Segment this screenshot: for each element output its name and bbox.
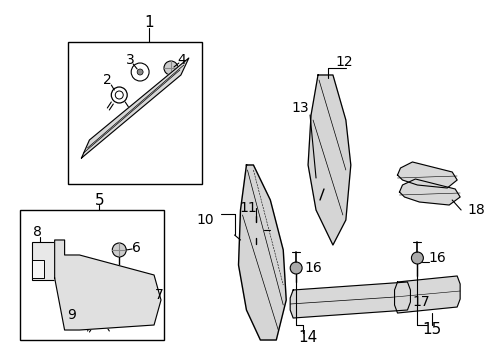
Polygon shape (289, 282, 409, 318)
Circle shape (115, 91, 123, 99)
Circle shape (140, 301, 154, 315)
Text: 1: 1 (144, 14, 154, 30)
Text: 12: 12 (334, 55, 352, 69)
Circle shape (248, 222, 264, 238)
Polygon shape (397, 162, 456, 188)
Circle shape (137, 69, 143, 75)
Text: 15: 15 (422, 323, 441, 338)
Text: 9: 9 (67, 308, 76, 322)
Circle shape (91, 310, 107, 326)
Circle shape (289, 262, 302, 274)
Bar (67, 42, 202, 184)
Bar (32, 242, 60, 280)
Text: 14: 14 (298, 330, 317, 346)
Polygon shape (81, 58, 188, 158)
Polygon shape (238, 165, 285, 340)
Bar (32, 260, 43, 278)
Text: 13: 13 (291, 101, 308, 115)
Circle shape (316, 175, 330, 189)
Text: 11: 11 (239, 201, 257, 215)
Text: 16: 16 (427, 251, 445, 265)
Circle shape (112, 243, 126, 257)
Circle shape (410, 252, 423, 264)
Circle shape (95, 314, 103, 322)
Circle shape (163, 61, 178, 75)
Polygon shape (307, 75, 350, 245)
Text: 4: 4 (177, 53, 186, 67)
Polygon shape (394, 276, 459, 313)
Text: 17: 17 (411, 295, 429, 309)
Circle shape (131, 63, 149, 81)
Circle shape (111, 87, 127, 103)
Polygon shape (55, 240, 161, 330)
Text: 8: 8 (33, 225, 42, 239)
Text: 5: 5 (94, 193, 104, 207)
Text: 16: 16 (304, 261, 321, 275)
Text: 2: 2 (103, 73, 111, 87)
Bar (20, 210, 163, 340)
Polygon shape (399, 179, 459, 205)
Bar (58, 262, 78, 287)
Text: 3: 3 (125, 53, 134, 67)
Text: 6: 6 (132, 241, 141, 255)
Text: 18: 18 (466, 203, 484, 217)
Text: 10: 10 (196, 213, 213, 227)
Text: 7: 7 (154, 288, 163, 302)
